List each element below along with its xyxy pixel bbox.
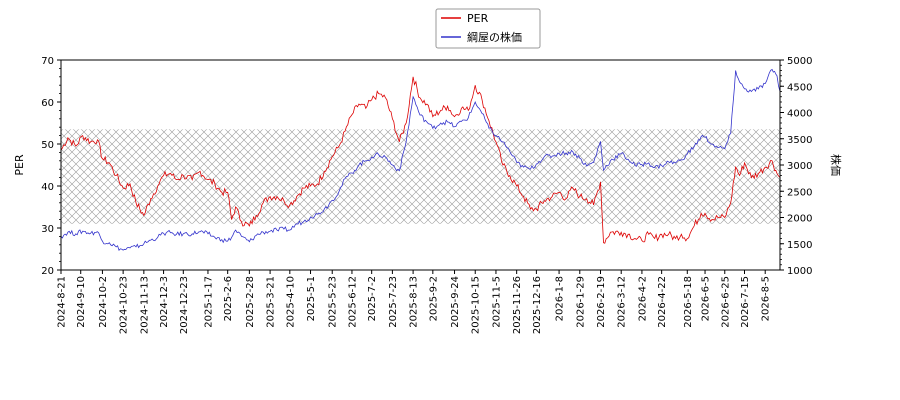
y-left-tick-label-5: 70: [41, 56, 54, 67]
x-axis: 2024-8-21 2024-9-10 2024-10-2 2024-10-23 202…: [57, 270, 772, 334]
x-tick-label-11: 2025-4-10: [285, 276, 296, 328]
x-tick-label-22: 2025-11-26: [512, 276, 523, 334]
y-right-tick-label-1: 1500: [787, 240, 812, 251]
x-tick-label-20: 2025-10-15: [471, 276, 482, 334]
x-tick-label-6: 2024-12-23: [179, 276, 190, 334]
series-layer: [60, 68, 781, 251]
y-right-tick-label-8: 5000: [787, 56, 812, 67]
y-left-tick-label-2: 40: [41, 182, 54, 193]
y-right-tick-label-2: 2000: [787, 214, 812, 225]
y-right-tick-label-5: 3500: [787, 135, 812, 146]
hatched-band: [61, 129, 780, 224]
x-tick-label-23: 2025-12-16: [532, 276, 543, 334]
x-tick-label-9: 2025-2-28: [245, 276, 256, 328]
y-right-tick-label-7: 4500: [787, 82, 812, 93]
y-left-tick-label-0: 20: [41, 266, 54, 277]
x-tick-label-25: 2026-1-29: [575, 276, 586, 328]
x-tick-label-2: 2024-10-2: [98, 276, 109, 328]
x-tick-label-24: 2026-1-8: [555, 276, 566, 321]
x-tick-label-27: 2026-3-12: [617, 276, 628, 328]
x-tick-label-0: 2024-8-21: [57, 276, 68, 328]
series-line-1: [60, 68, 781, 251]
y-left-tick-label-4: 60: [41, 98, 54, 109]
x-tick-label-8: 2025-2-6: [223, 276, 234, 321]
y-left-tick-label-3: 50: [41, 140, 54, 151]
x-tick-label-3: 2024-10-23: [119, 276, 130, 334]
legend-label-stock-price: 綱屋の株価: [467, 30, 522, 44]
y-axis-left-label: PER: [13, 154, 26, 176]
x-tick-label-13: 2025-5-23: [328, 276, 339, 328]
x-tick-label-12: 2025-5-1: [306, 276, 317, 321]
y-axis-right: 1000 1500 2000 2500 3000 3500 4000 4500 5000: [780, 56, 812, 277]
legend-box: [435, 8, 541, 49]
legend-label-per: PER: [467, 12, 489, 25]
x-tick-label-32: 2026-6-25: [720, 276, 731, 328]
x-tick-label-30: 2026-5-18: [683, 276, 694, 328]
x-tick-label-33: 2026-7-15: [740, 276, 751, 328]
x-tick-label-14: 2025-6-12: [347, 276, 358, 328]
y-right-tick-label-4: 3000: [787, 161, 812, 172]
x-tick-label-4: 2024-11-13: [139, 276, 150, 334]
x-tick-label-16: 2025-7-23: [388, 276, 399, 328]
x-tick-label-29: 2026-4-22: [657, 276, 668, 328]
legend: PER 綱屋の株価: [435, 8, 541, 49]
x-tick-label-18: 2025-9-2: [428, 276, 439, 321]
x-tick-label-10: 2025-3-21: [266, 276, 277, 328]
x-tick-label-34: 2026-8-5: [761, 276, 772, 321]
y-axis-left: 20 30 40 50 60 70: [41, 56, 61, 277]
x-tick-label-5: 2024-12-3: [159, 276, 170, 328]
x-tick-label-31: 2026-6-5: [701, 276, 712, 321]
series-line-0: [60, 76, 781, 244]
x-tick-label-26: 2026-2-19: [596, 276, 607, 328]
x-tick-label-28: 2026-4-2: [637, 276, 648, 321]
x-tick-label-7: 2025-1-17: [203, 276, 214, 328]
y-right-tick-label-0: 1000: [787, 266, 812, 277]
x-tick-label-1: 2024-9-10: [76, 276, 87, 328]
y-left-tick-label-1: 30: [41, 224, 54, 235]
x-tick-label-17: 2025-8-13: [409, 276, 420, 328]
y-axis-right-label: 株価: [829, 154, 843, 176]
x-tick-label-19: 2025-9-24: [450, 276, 461, 328]
y-right-tick-label-3: 2500: [787, 187, 812, 198]
x-tick-label-21: 2025-11-5: [491, 276, 502, 328]
x-tick-label-15: 2025-7-2: [367, 276, 378, 321]
y-right-tick-label-6: 4000: [787, 109, 812, 120]
